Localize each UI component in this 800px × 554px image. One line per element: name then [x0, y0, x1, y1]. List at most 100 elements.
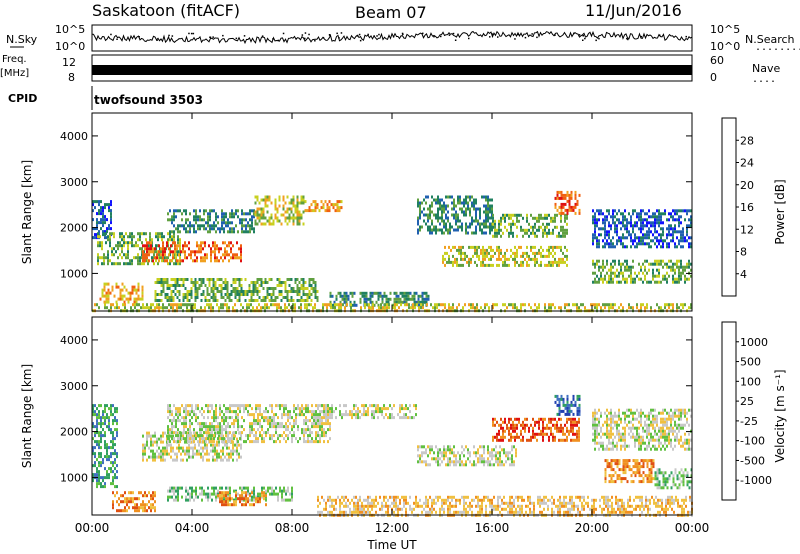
data-cell	[146, 434, 148, 438]
data-cell	[169, 407, 171, 411]
data-cell	[119, 262, 121, 266]
data-cell	[544, 231, 546, 235]
data-cell	[327, 498, 329, 502]
data-cell	[403, 297, 406, 301]
data-cell	[209, 410, 211, 414]
data-cell	[471, 216, 473, 220]
data-cell	[247, 413, 249, 417]
data-cell	[102, 230, 104, 234]
data-cell	[132, 500, 134, 504]
data-cell	[680, 271, 682, 275]
data-cell	[150, 303, 152, 307]
data-cell	[116, 452, 118, 456]
nsearch-dot	[422, 32, 424, 35]
data-cell	[185, 495, 187, 499]
data-cell	[118, 497, 120, 501]
data-cell	[407, 294, 410, 298]
data-cell	[367, 407, 369, 411]
data-cell	[226, 446, 228, 450]
data-cell	[236, 241, 238, 245]
data-cell	[315, 419, 317, 423]
data-cell	[431, 219, 433, 223]
data-cell	[175, 253, 177, 257]
data-cell	[240, 256, 242, 260]
data-cell	[371, 300, 374, 304]
data-cell	[642, 280, 644, 284]
data-cell	[636, 221, 638, 225]
data-cell	[234, 253, 236, 257]
data-cell	[456, 257, 458, 261]
data-cell	[179, 486, 181, 490]
data-cell	[550, 263, 552, 267]
data-cell	[125, 256, 127, 260]
data-cell	[260, 216, 263, 220]
data-cell	[112, 422, 114, 426]
data-cell	[119, 297, 122, 301]
data-cell	[364, 303, 366, 307]
data-cell	[104, 203, 106, 207]
data-cell	[417, 204, 419, 208]
data-cell	[339, 504, 341, 508]
data-cell	[207, 498, 209, 502]
data-cell	[556, 225, 558, 229]
data-cell	[211, 416, 213, 420]
nsearch-dot	[359, 39, 362, 42]
data-cell	[421, 294, 424, 298]
data-cell	[96, 470, 98, 474]
data-cell	[205, 437, 207, 441]
data-cell	[189, 440, 191, 444]
data-cell	[379, 410, 381, 414]
data-cell	[127, 256, 129, 260]
data-cell	[489, 198, 491, 202]
data-cell	[98, 470, 100, 474]
data-cell	[174, 241, 176, 245]
data-cell	[310, 299, 313, 302]
data-cell	[259, 495, 261, 499]
data-cell	[308, 209, 311, 213]
data-cell	[204, 452, 206, 456]
data-cell	[277, 495, 279, 499]
data-cell	[212, 284, 215, 287]
data-cell	[178, 303, 180, 307]
data-cell	[485, 204, 487, 208]
data-cell	[200, 259, 202, 263]
data-cell	[469, 195, 471, 199]
data-cell	[249, 230, 251, 234]
data-cell	[425, 213, 427, 217]
data-cell	[566, 208, 569, 212]
data-cell	[219, 422, 221, 426]
data-cell	[411, 416, 413, 420]
data-cell	[161, 232, 163, 236]
data-cell	[106, 455, 108, 459]
data-cell	[108, 473, 110, 477]
data-cell	[315, 404, 317, 408]
data-cell	[263, 431, 265, 435]
data-cell	[134, 503, 136, 507]
data-cell	[177, 407, 179, 411]
data-cell	[198, 452, 200, 456]
data-cell	[412, 306, 414, 310]
data-cell	[465, 228, 467, 232]
data-cell	[518, 245, 520, 249]
data-cell	[304, 200, 307, 204]
data-cell	[286, 296, 289, 299]
data-cell	[186, 256, 188, 260]
data-cell	[283, 410, 285, 414]
data-cell	[170, 250, 172, 254]
data-cell	[401, 300, 404, 304]
data-cell	[186, 290, 189, 293]
data-cell	[297, 440, 299, 444]
data-cell	[209, 404, 211, 408]
data-cell	[289, 416, 291, 420]
data-cell	[173, 440, 175, 444]
data-cell	[399, 407, 401, 411]
data-cell	[323, 404, 325, 408]
data-cell	[449, 195, 451, 199]
data-cell	[568, 205, 571, 209]
data-cell	[548, 254, 550, 258]
data-cell	[474, 260, 476, 264]
data-cell	[606, 230, 608, 234]
data-cell	[116, 485, 118, 489]
data-cell	[139, 235, 141, 239]
